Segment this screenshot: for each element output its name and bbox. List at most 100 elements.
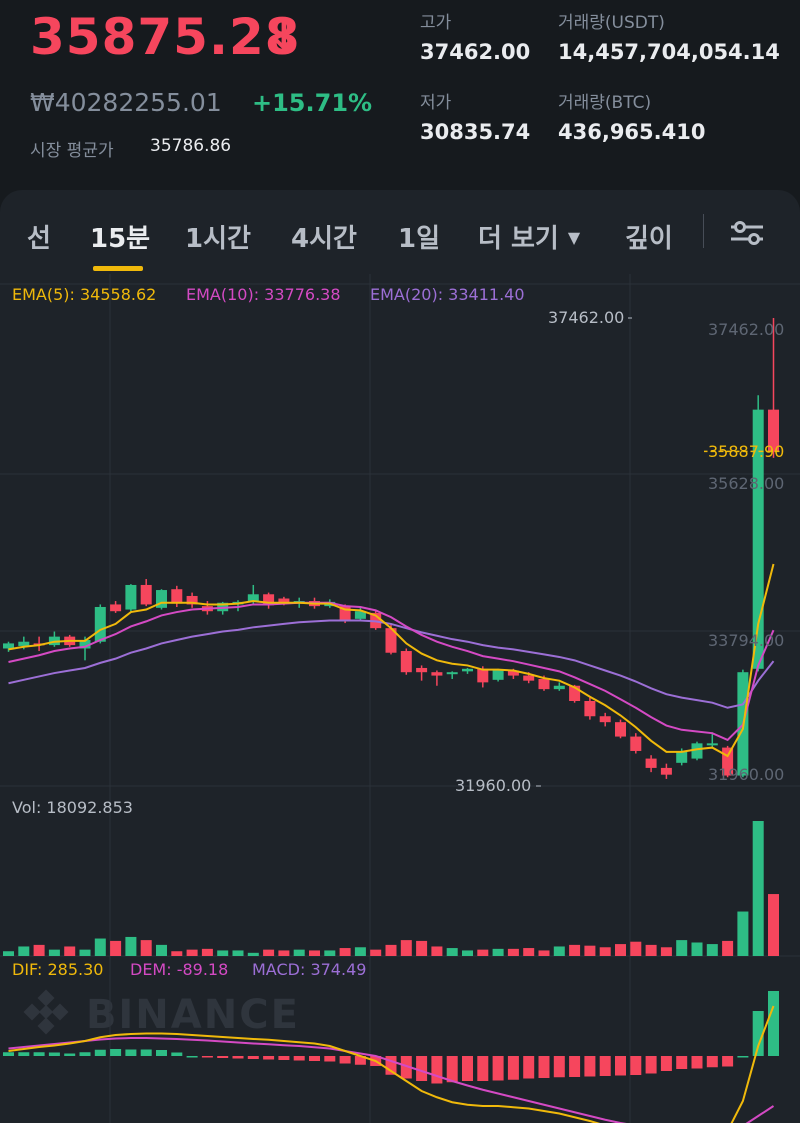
macd-bar [232,1056,244,1059]
macd-bar [492,1056,504,1081]
volume-bar [416,940,428,956]
candle-body [553,685,565,690]
candle-body [18,641,30,646]
macd-bar [324,1056,336,1062]
watermark-text: BINANCE [85,992,300,1038]
tab-15m[interactable]: 15분 [90,224,151,254]
dif-legend: DIF: 285.30 [12,960,104,979]
candle-body [569,685,581,701]
macd-bar [278,1056,290,1060]
ema10-line [8,601,775,742]
volume-bar [477,949,489,956]
volume-bar [492,948,504,956]
krw-price: ₩40282255.01 [30,88,222,117]
macd-bar [553,1056,565,1078]
volume-usdt-value: 14,457,704,054.14 [558,40,780,64]
y-tick-label: 35628.00 [708,474,785,493]
candle-body [660,767,672,775]
tab-more[interactable]: 더 보기 ▼ [478,218,580,255]
macd-bar [706,1056,718,1068]
macd-bar [660,1056,672,1071]
market-average-value: 35786.86 [150,136,232,156]
macd-bar [507,1056,519,1080]
candle-body [247,594,259,602]
dif-line [8,1005,775,1123]
candle-body [691,743,703,759]
y-tick-label: 31960.00 [708,765,785,784]
candle-body [171,589,183,604]
ema10-legend: EMA(10): 33776.38 [186,285,341,304]
volume-bar [278,950,290,956]
volume-bar [553,946,565,956]
candle-body [462,668,473,672]
volume-bar [584,945,596,956]
candle-body [507,670,519,676]
macd-bar [615,1056,626,1076]
candle-body [3,643,14,649]
volume-usdt-label: 거래량(USDT) [558,13,665,33]
macd-bar [768,991,779,1056]
macd-bar [94,1049,106,1056]
ema20-line [8,619,775,709]
chart-settings-icon[interactable] [727,218,767,252]
volume-bar [48,949,60,956]
volume-bar [768,894,779,956]
tab-1d[interactable]: 1일 [398,224,441,254]
candle-body [278,598,290,603]
volume-legend: Vol: 18092.853 [12,798,133,817]
candle-body [768,409,779,452]
macd-bar [431,1056,443,1084]
macd-bar [110,1049,122,1056]
macd-bar [3,1052,14,1056]
volume-bar [232,950,244,956]
macd-bar [18,1052,30,1056]
volume-bar [507,948,519,956]
volume-bar [293,949,305,956]
volume-bar [660,947,672,956]
macd-bar [33,1052,45,1056]
tab-line[interactable]: 선 [27,224,51,254]
candlestick-chart [0,274,800,1123]
macd-bar [48,1052,60,1056]
candle-body [263,594,275,606]
candle-body [79,640,91,649]
macd-bar [201,1056,213,1058]
tab-4h[interactable]: 4시간 [291,224,357,254]
macd-bar [446,1056,458,1083]
candle-body [676,750,688,763]
volume-bar [706,944,718,956]
volume-bar [446,948,458,956]
volume-bar [523,948,535,956]
volume-btc-value: 436,965.410 [558,120,706,144]
chart-area[interactable]: EMA(5): 34558.62 EMA(10): 33776.38 EMA(2… [0,274,800,1123]
volume-bar [615,944,626,956]
volume-bar [263,949,275,956]
macd-bar [630,1056,642,1075]
high-value: 37462.00 [420,40,531,64]
volume-bar [370,949,382,956]
price-down-arrow-icon: ↓ [268,14,300,58]
last-price-marker: 35887.90 [708,442,785,461]
high-label: 고가 [420,13,452,33]
macd-bar [140,1049,152,1056]
macd-bar [309,1056,320,1061]
macd-bar [217,1056,229,1058]
macd-bar [737,1056,749,1058]
volume-bar [247,952,259,956]
volume-bar [33,944,45,956]
tab-1h[interactable]: 1시간 [185,224,251,254]
volume-bar [385,944,397,956]
low-label: 저가 [420,93,452,113]
volume-bar [201,948,213,956]
candle-body [431,672,443,676]
macd-bar [339,1056,351,1064]
volume-bar [309,950,320,956]
volume-bar [140,940,152,956]
macd-bar [263,1056,275,1060]
macd-bar [79,1052,91,1056]
volume-bar [324,950,336,956]
candle-body [523,675,535,681]
tab-depth[interactable]: 깊이 [625,224,673,254]
candle-body [94,606,106,642]
volume-bar [79,949,91,956]
